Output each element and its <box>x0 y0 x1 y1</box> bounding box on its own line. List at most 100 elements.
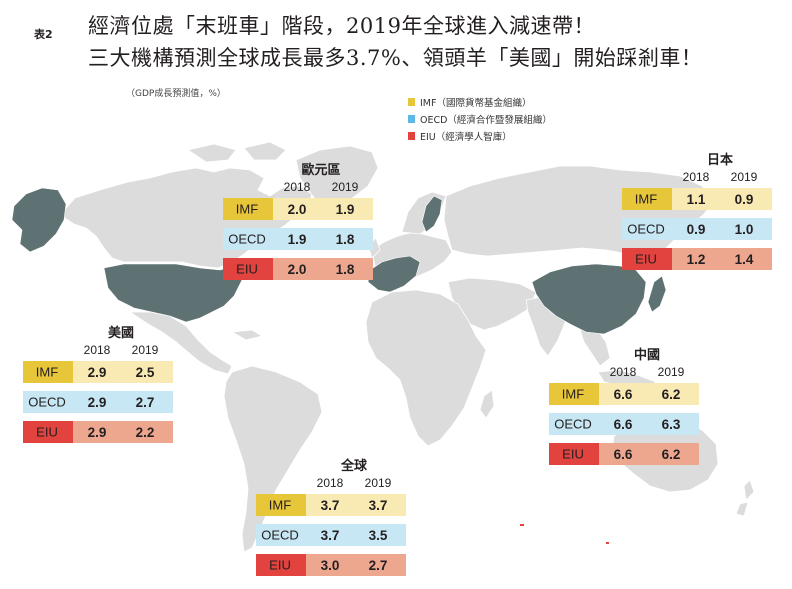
year-header-2019: 2019 <box>132 343 159 357</box>
highlight-finland <box>421 195 443 233</box>
value-eiu-2018: 3.0 <box>321 558 340 573</box>
year-header-2018: 2018 <box>610 365 637 379</box>
year-header-2018: 2018 <box>683 170 710 184</box>
value-eiu-2019: 2.7 <box>369 558 388 573</box>
legend-item-imf: IMF（國際貨幣基金組織） <box>408 93 552 110</box>
island-marker <box>606 542 609 544</box>
value-eiu-2019: 6.2 <box>662 447 681 462</box>
row-bg-oecd <box>622 218 772 240</box>
row-bg-oecd <box>23 391 173 413</box>
source-label-eiu: EIU <box>236 262 258 277</box>
legend-swatch-imf <box>408 97 415 106</box>
legend-label-eiu: EIU（經濟學人智庫） <box>420 131 512 143</box>
region-panel-world: 全球 2018 2019 IMF 3.7 3.7 OECD 3.7 3.5 EIU 3.0 2.7 <box>256 456 406 576</box>
value-imf-2018: 2.0 <box>288 202 307 217</box>
value-eiu-2019: 1.8 <box>336 262 355 277</box>
value-eiu-2019: 1.4 <box>735 252 754 267</box>
value-eiu-2018: 2.9 <box>88 425 107 440</box>
row-bg-oecd <box>223 228 373 250</box>
region-table-china: 中國 2018 2019 IMF 6.6 6.2 OECD 6.6 6.3 EIU 6.6 6.2 <box>549 347 699 465</box>
land-new-zealand <box>735 479 755 517</box>
source-label-eiu: EIU <box>635 252 657 267</box>
land-greenland <box>295 145 379 213</box>
legend-swatch-eiu <box>408 131 415 140</box>
year-header-2018: 2018 <box>317 476 344 490</box>
value-oecd-2019: 3.5 <box>369 528 388 543</box>
row-label-bg-eiu <box>256 554 306 576</box>
map-small-islands <box>520 524 609 544</box>
region-title-china: 中國 <box>634 347 660 363</box>
region-panel-japan: 日本 2018 2019 IMF 1.1 0.9 OECD 0.9 1.0 EIU 1.2 1.4 <box>622 150 772 270</box>
row-label-bg-eiu <box>549 443 599 465</box>
year-header-2019: 2019 <box>332 180 359 194</box>
source-label-oecd: OECD <box>28 395 66 410</box>
source-label-imf: IMF <box>562 387 584 402</box>
land-africa <box>365 289 487 447</box>
legend-label-imf: IMF（國際貨幣基金組織） <box>420 97 532 109</box>
value-imf-2019: 0.9 <box>735 192 754 207</box>
value-oecd-2018: 2.9 <box>88 395 107 410</box>
value-eiu-2019: 2.2 <box>136 425 155 440</box>
title-line-2: 三大機構預測全球成長最多3.7%、領頭羊「美國」開始踩剎車！ <box>88 46 703 70</box>
value-eiu-2018: 1.2 <box>687 252 706 267</box>
region-panel-eurozone: 歐元區 2018 2019 IMF 2.0 1.9 OECD 1.9 1.8 EIU 2.0 1.8 <box>223 160 373 280</box>
legend: IMF（國際貨幣基金組織） OECD（經濟合作暨發展組織） EIU（經濟學人智庫… <box>408 93 552 144</box>
legend-swatch-oecd <box>408 114 415 123</box>
land-madagascar <box>479 389 495 419</box>
value-imf-2018: 2.9 <box>88 365 107 380</box>
highlight-alaska <box>11 187 67 253</box>
source-label-eiu: EIU <box>269 558 291 573</box>
map-highlight <box>11 187 667 335</box>
year-header-2018: 2018 <box>84 343 111 357</box>
highlight-usa <box>103 263 247 323</box>
value-imf-2019: 6.2 <box>662 387 681 402</box>
highlight-japan <box>647 275 667 313</box>
value-imf-2018: 6.6 <box>614 387 633 402</box>
title-line-1: 經濟位處「末班車」階段，2019年全球進入減速帶！ <box>88 14 595 38</box>
highlight-china <box>531 263 647 335</box>
row-label-bg-imf <box>223 198 273 220</box>
value-oecd-2019: 1.0 <box>735 222 754 237</box>
region-table-eurozone: 歐元區 2018 2019 IMF 2.0 1.9 OECD 1.9 1.8 EIU 2.0 1.8 <box>223 162 373 280</box>
year-header-2019: 2019 <box>658 365 685 379</box>
value-oecd-2018: 6.6 <box>614 417 633 432</box>
source-label-oecd: OECD <box>261 528 299 543</box>
value-imf-2018: 1.1 <box>687 192 706 207</box>
value-oecd-2018: 3.7 <box>321 528 340 543</box>
region-panel-china: 中國 2018 2019 IMF 6.6 6.2 OECD 6.6 6.3 EIU 6.6 6.2 <box>549 345 699 465</box>
region-table-usa: 美國 2018 2019 IMF 2.9 2.5 OECD 2.9 2.7 EIU 2.9 2.2 <box>23 325 173 443</box>
year-header-2019: 2019 <box>365 476 392 490</box>
value-oecd-2019: 1.8 <box>336 232 355 247</box>
source-label-oecd: OECD <box>228 232 266 247</box>
highlight-eurozone <box>367 255 421 293</box>
region-title-usa: 美國 <box>108 325 134 341</box>
source-label-imf: IMF <box>269 498 291 513</box>
region-panel-usa: 美國 2018 2019 IMF 2.9 2.5 OECD 2.9 2.7 EIU 2.9 2.2 <box>23 323 173 443</box>
source-label-oecd: OECD <box>554 417 592 432</box>
region-table-japan: 日本 2018 2019 IMF 1.1 0.9 OECD 0.9 1.0 EIU 1.2 1.4 <box>622 152 772 270</box>
legend-label-oecd: OECD（經濟合作暨發展組織） <box>420 114 552 126</box>
legend-item-oecd: OECD（經濟合作暨發展組織） <box>408 110 552 127</box>
unit-note: （GDP成長預測值，%） <box>126 89 226 99</box>
row-label-bg-imf <box>622 188 672 210</box>
year-header-2018: 2018 <box>284 180 311 194</box>
value-imf-2019: 2.5 <box>136 365 155 380</box>
value-imf-2019: 1.9 <box>336 202 355 217</box>
source-label-eiu: EIU <box>36 425 58 440</box>
land-mexico <box>128 311 233 375</box>
legend-item-eiu: EIU（經濟學人智庫） <box>408 127 552 144</box>
row-label-bg-imf <box>23 361 73 383</box>
value-oecd-2019: 2.7 <box>136 395 155 410</box>
row-bg-oecd <box>256 524 406 546</box>
row-label-bg-imf <box>549 383 599 405</box>
value-eiu-2018: 6.6 <box>614 447 633 462</box>
region-title-eurozone: 歐元區 <box>301 162 340 178</box>
value-oecd-2018: 0.9 <box>687 222 706 237</box>
island-marker <box>520 524 524 526</box>
row-label-bg-eiu <box>223 258 273 280</box>
source-label-eiu: EIU <box>562 447 584 462</box>
source-label-imf: IMF <box>236 202 258 217</box>
region-title-japan: 日本 <box>707 152 733 168</box>
value-imf-2018: 3.7 <box>321 498 340 513</box>
source-label-imf: IMF <box>635 192 657 207</box>
